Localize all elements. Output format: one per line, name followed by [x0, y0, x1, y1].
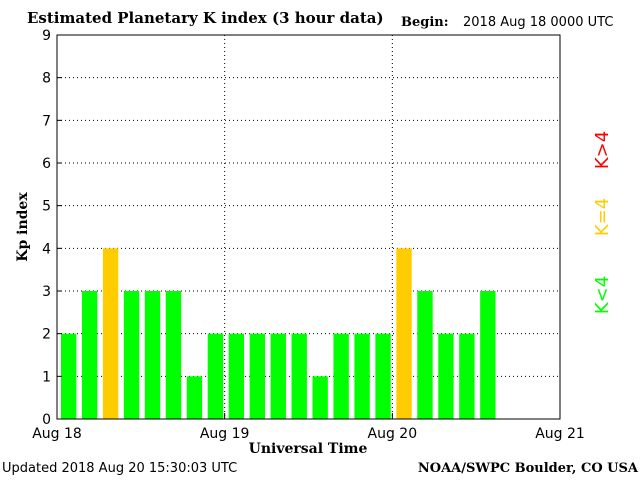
y-tick-label: 1 [42, 369, 51, 385]
kp-bar [123, 291, 140, 419]
kp-bar [417, 291, 433, 419]
kp-bar [480, 291, 496, 419]
y-tick-label: 9 [42, 28, 51, 44]
begin-label: Begin: [401, 15, 449, 30]
x-tick-label: Aug 19 [200, 426, 250, 442]
y-tick-label: 0 [42, 412, 51, 428]
chart-title: Estimated Planetary K index (3 hour data… [27, 9, 384, 27]
legend-item: K<4 [592, 276, 613, 314]
kp-bar [144, 291, 161, 419]
kp-bar [165, 291, 182, 419]
kp-bar [81, 291, 98, 419]
source-credit: NOAA/SWPC Boulder, CO USA [417, 461, 638, 476]
y-tick-label: 4 [42, 241, 51, 257]
x-tick-label: Aug 20 [368, 426, 418, 442]
kp-bar [438, 333, 454, 419]
kp-bar [270, 333, 286, 419]
grid-lines [57, 35, 560, 419]
y-axis: 0 1 2 3 4 5 6 7 8 9 [42, 28, 62, 428]
bars [61, 248, 496, 419]
y-tick-label: 3 [42, 284, 51, 300]
updated-timestamp: Updated 2018 Aug 20 15:30:03 UTC [2, 461, 238, 476]
legend-item: K=4 [592, 198, 613, 236]
y-tick-label: 2 [42, 327, 51, 343]
x-tick-label: Aug 21 [535, 426, 585, 442]
x-tick-label: Aug 18 [32, 426, 82, 442]
plot-frame [56, 34, 561, 420]
y-tick-label: 6 [42, 156, 51, 172]
kp-bar [207, 333, 224, 419]
y-tick-label: 8 [42, 71, 51, 87]
kp-bar [333, 333, 349, 419]
begin-value: 2018 Aug 18 0000 UTC [463, 15, 614, 30]
kp-bar [375, 333, 391, 419]
y-axis-title: Kp index [15, 192, 31, 262]
legend: K<4 K=4 K>4 [592, 131, 613, 314]
kp-bar [291, 333, 307, 419]
kp-bar [102, 248, 119, 419]
kp-bar [61, 333, 77, 419]
x-axis: Aug 18 Aug 19 Aug 20 Aug 21 [32, 413, 585, 442]
kp-bar [228, 333, 245, 419]
y-tick-label: 7 [42, 113, 51, 129]
kp-bar [459, 333, 475, 419]
y-tick-label: 5 [42, 199, 51, 215]
kp-bar [312, 376, 328, 419]
kp-bar [396, 248, 412, 419]
x-axis-title: Universal Time [249, 441, 368, 457]
kp-bar [186, 376, 203, 419]
kp-bar [354, 333, 370, 419]
legend-item: K>4 [592, 131, 613, 169]
kp-bar [249, 333, 265, 419]
